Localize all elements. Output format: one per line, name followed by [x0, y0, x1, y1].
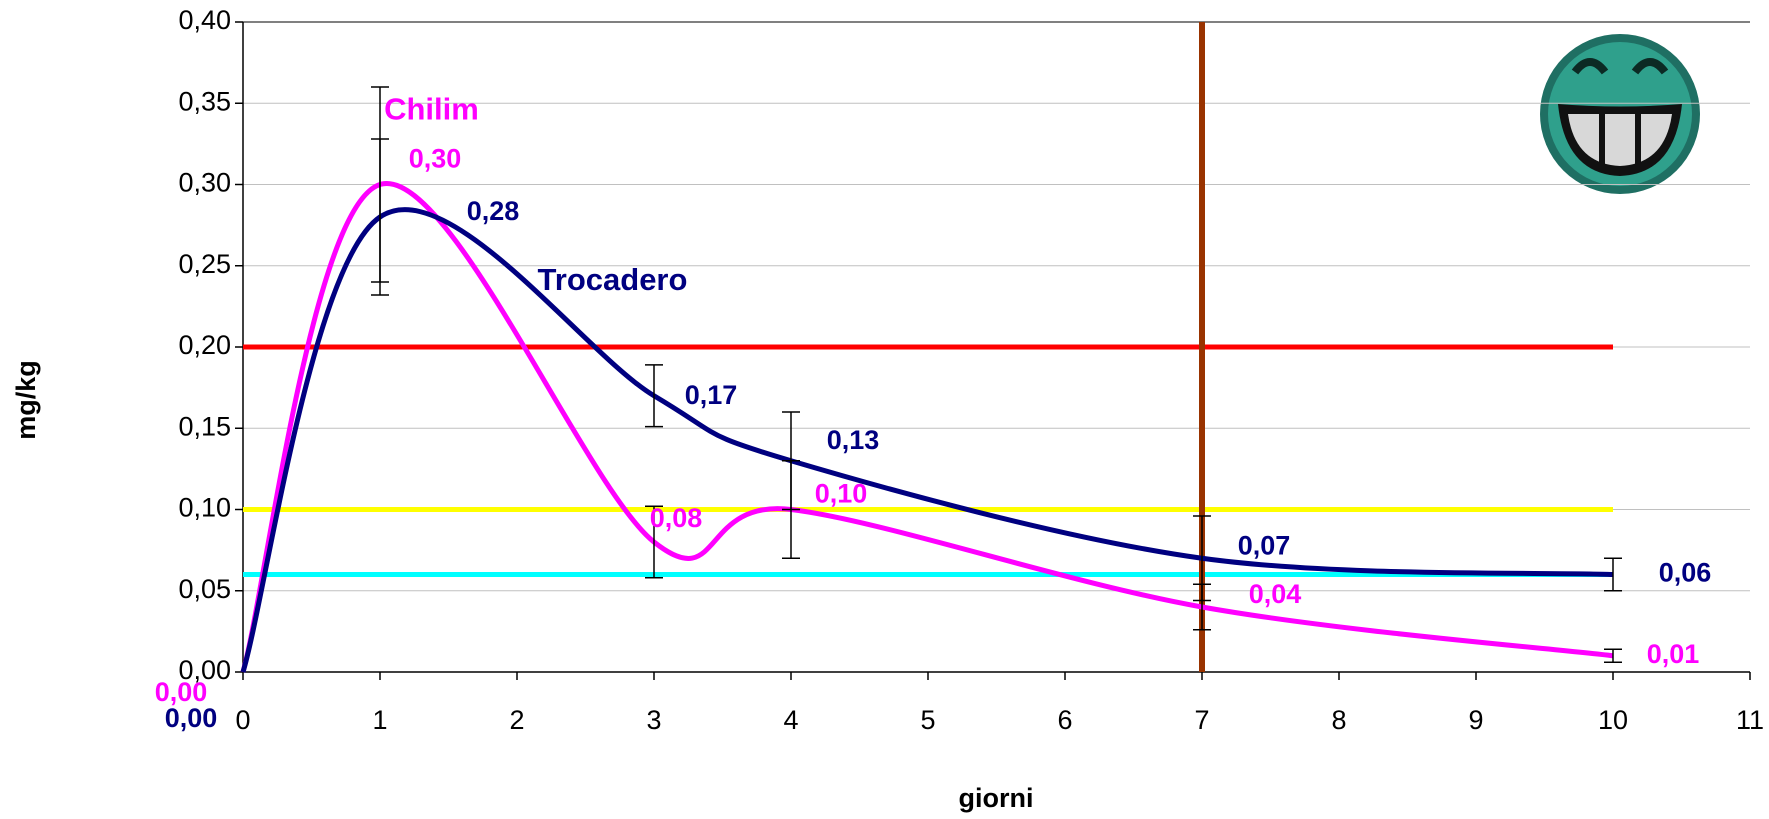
y-tick-label: 0,40 [178, 5, 231, 35]
data-label: 0,07 [1238, 530, 1291, 560]
data-label: 0,00 [165, 703, 218, 733]
data-label: 0,06 [1659, 558, 1712, 588]
series-label: Chilim [384, 92, 479, 127]
x-tick-label: 2 [509, 705, 524, 735]
smiley-icon [1540, 34, 1700, 194]
y-tick-label: 0,30 [178, 168, 231, 198]
x-tick-label: 7 [1194, 705, 1209, 735]
x-tick-label: 1 [372, 705, 387, 735]
y-tick-label: 0,35 [178, 86, 231, 116]
y-tick-label: 0,25 [178, 249, 231, 279]
x-tick-label: 6 [1057, 705, 1072, 735]
x-tick-label: 9 [1468, 705, 1483, 735]
y-tick-label: 0,20 [178, 330, 231, 360]
y-tick-label: 0,00 [178, 655, 231, 685]
x-tick-label: 5 [920, 705, 935, 735]
series-line [240, 181, 1614, 673]
y-tick-label: 0,10 [178, 493, 231, 523]
data-label: 0,28 [467, 196, 520, 226]
y-tick-label: 0,15 [178, 411, 231, 441]
data-label: 0,30 [409, 144, 462, 174]
y-axis-title: mg/kg [11, 360, 41, 440]
x-tick-label: 8 [1331, 705, 1346, 735]
data-label: 0,10 [815, 479, 868, 509]
x-tick-label: 3 [646, 705, 661, 735]
data-label: 0,00 [155, 677, 208, 707]
series-label: Trocadero [538, 262, 688, 297]
x-tick-label: 10 [1598, 705, 1628, 735]
x-axis-title: giorni [959, 783, 1034, 813]
data-label: 0,13 [827, 425, 880, 455]
x-tick-label: 0 [235, 705, 250, 735]
data-label: 0,17 [685, 380, 738, 410]
data-label: 0,01 [1647, 639, 1700, 669]
data-label: 0,04 [1249, 579, 1302, 609]
y-tick-label: 0,05 [178, 574, 231, 604]
data-label: 0,08 [650, 503, 703, 533]
x-tick-label: 4 [783, 705, 798, 735]
series-line [240, 207, 1614, 673]
x-tick-label: 11 [1736, 705, 1764, 735]
